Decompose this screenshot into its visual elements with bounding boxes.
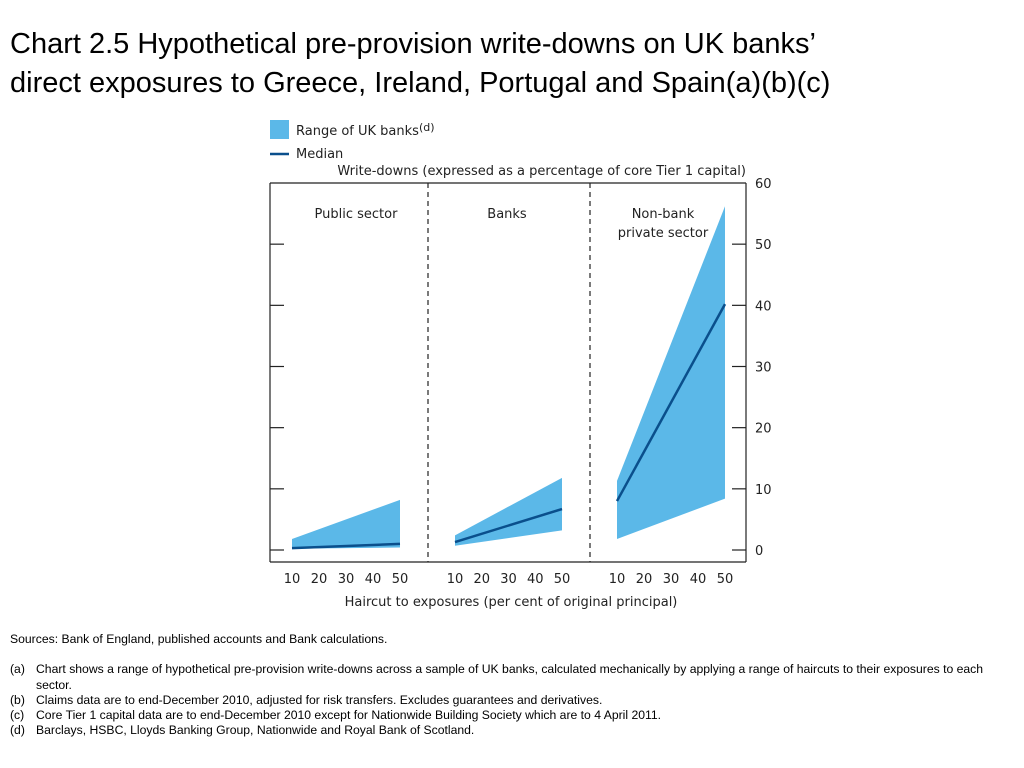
y-tick-label: 30 bbox=[755, 361, 772, 376]
y-axis-title: Write-downs (expressed as a percentage o… bbox=[337, 164, 746, 179]
range-area bbox=[617, 206, 725, 539]
legend-range-label: Range of UK banks(d) bbox=[296, 121, 435, 139]
x-tick-label: 40 bbox=[690, 572, 707, 587]
panel-label: Public sector bbox=[315, 207, 399, 222]
footnote-marker: (b) bbox=[10, 692, 25, 707]
footnote-text: Core Tier 1 capital data are to end-Dece… bbox=[36, 708, 662, 723]
x-tick-label: 50 bbox=[554, 572, 571, 587]
x-tick-label: 40 bbox=[527, 572, 544, 587]
x-tick-label: 50 bbox=[392, 572, 409, 587]
y-tick-label: 10 bbox=[755, 483, 772, 498]
x-tick-label: 10 bbox=[609, 572, 626, 587]
x-tick-label: 30 bbox=[500, 572, 517, 587]
title-line-1: Chart 2.5 Hypothetical pre-provision wri… bbox=[10, 28, 816, 61]
y-tick-label: 60 bbox=[755, 177, 772, 192]
y-tick-label: 20 bbox=[755, 422, 772, 437]
panel-label: Non-bank bbox=[632, 207, 695, 222]
x-axis-title: Haircut to exposures (per cent of origin… bbox=[345, 595, 678, 610]
footnote-marker: (c) bbox=[10, 708, 25, 723]
footnote-marker: (a) bbox=[10, 662, 25, 677]
x-tick-label: 10 bbox=[284, 572, 301, 587]
x-tick-label: 30 bbox=[663, 572, 680, 587]
title-line-2: direct exposures to Greece, Ireland, Por… bbox=[10, 67, 831, 100]
range-area bbox=[292, 499, 400, 549]
x-tick-label: 50 bbox=[717, 572, 734, 587]
median-line bbox=[454, 507, 563, 544]
x-tick-label: 20 bbox=[311, 572, 328, 587]
chart-title: Chart 2.5 Hypothetical pre-provision wri… bbox=[10, 25, 1015, 103]
range-area bbox=[455, 477, 562, 546]
footnote-text: Claims data are to end-December 2010, ad… bbox=[36, 692, 603, 707]
sources-note: Sources: Bank of England, published acco… bbox=[10, 632, 388, 646]
x-tick-label: 20 bbox=[636, 572, 653, 587]
legend-range-superscript: (d) bbox=[419, 121, 435, 134]
footnote-marker: (d) bbox=[10, 723, 25, 738]
y-tick-label: 50 bbox=[755, 238, 772, 253]
panel-label: private sector bbox=[618, 226, 709, 241]
notes: Sources: Bank of England, published acco… bbox=[10, 632, 1020, 739]
footnote-b: (b) Claims data are to end-December 2010,… bbox=[10, 693, 1020, 708]
legend-median-label: Median bbox=[296, 147, 343, 162]
legend-range-swatch bbox=[270, 120, 289, 139]
chart: Range of UK banks(d) Median Write-downs (e… bbox=[269, 120, 772, 610]
footnote-d: (d) Barclays, HSBC, Lloyds Banking Group,… bbox=[10, 723, 1020, 738]
footnote-text: Chart shows a range of hypothetical pre-… bbox=[36, 662, 984, 692]
footnote-a: (a) Chart shows a range of hypothetical p… bbox=[10, 662, 1020, 693]
median-line bbox=[291, 542, 401, 550]
median-line bbox=[615, 303, 727, 502]
x-tick-label: 10 bbox=[447, 572, 464, 587]
footnote-text: Barclays, HSBC, Lloyds Banking Group, Na… bbox=[36, 723, 475, 738]
legend-range-text: Range of UK banks bbox=[296, 124, 419, 139]
y-tick-label: 40 bbox=[755, 299, 772, 314]
panel-label: Banks bbox=[487, 207, 527, 222]
x-tick-label: 20 bbox=[473, 572, 490, 587]
x-tick-label: 40 bbox=[365, 572, 382, 587]
footnote-c: (c) Core Tier 1 capital data are to end-D… bbox=[10, 708, 1020, 723]
x-tick-label: 30 bbox=[338, 572, 355, 587]
y-tick-label: 0 bbox=[755, 544, 763, 559]
